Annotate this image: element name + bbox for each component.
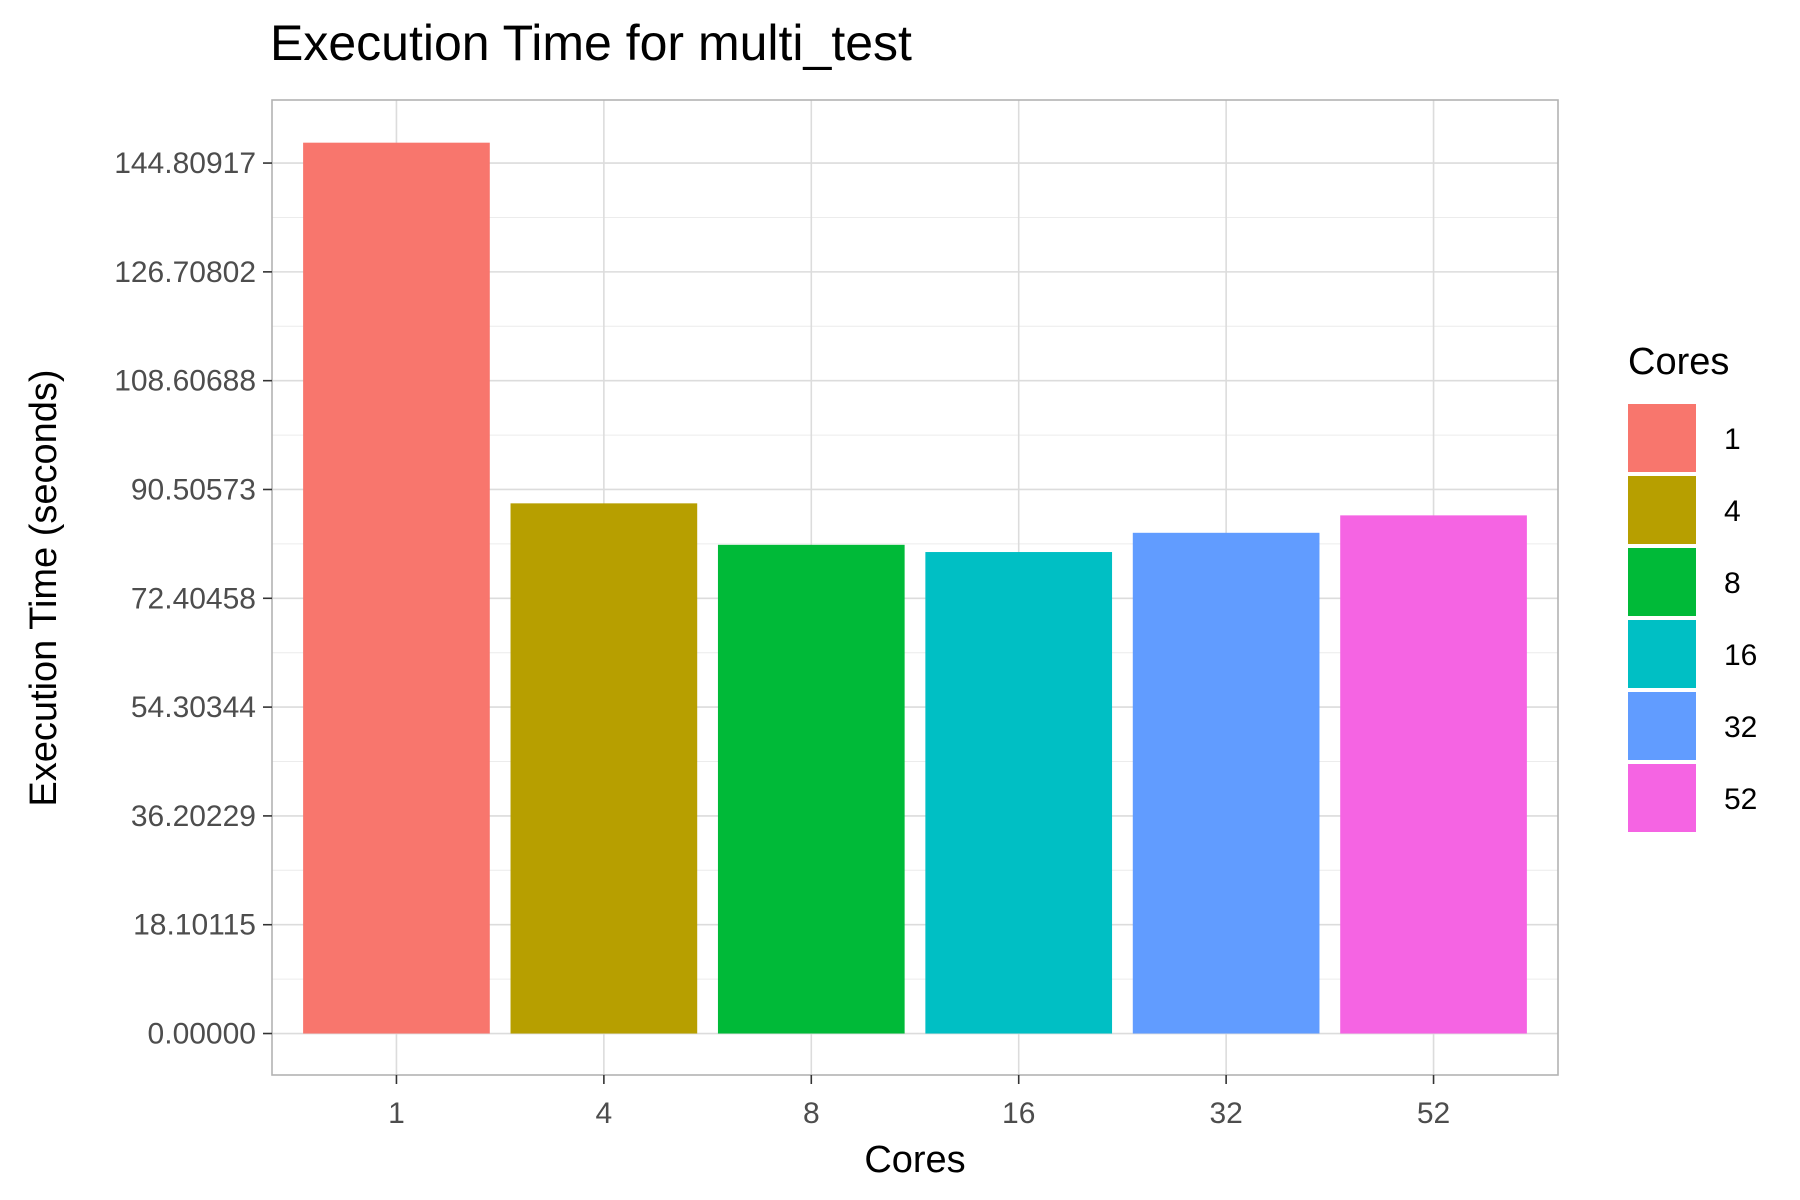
bar-4 — [510, 503, 698, 1034]
legend-label-32: 32 — [1724, 711, 1757, 744]
y-tick-label: 72.40458 — [131, 582, 256, 615]
chart-title: Execution Time for multi_test — [270, 15, 912, 71]
y-tick-label: 54.30344 — [131, 691, 256, 724]
x-axis: 1 4 8 16 32 52 — [388, 1075, 1450, 1130]
bar-1 — [303, 142, 490, 1034]
legend-key-4 — [1628, 476, 1696, 544]
legend-key-52 — [1628, 764, 1696, 832]
x-tick-label: 8 — [803, 1097, 820, 1130]
legend: 1 4 8 16 32 52 — [1628, 404, 1757, 832]
x-tick-label: 16 — [1002, 1097, 1035, 1130]
plot-panel-border — [271, 99, 1559, 1076]
y-axis-title: Execution Time (seconds) — [23, 369, 65, 806]
x-tick-label: 4 — [596, 1097, 613, 1130]
legend-label-4: 4 — [1724, 495, 1741, 528]
y-axis: 0.00000 18.10115 36.20229 54.30344 72.40458 9… — [114, 147, 272, 1051]
bars — [303, 142, 1527, 1034]
y-tick-label: 144.80917 — [114, 147, 256, 180]
x-tick-label: 1 — [388, 1097, 405, 1130]
x-tick-label: 52 — [1417, 1097, 1450, 1130]
bar-16 — [925, 552, 1113, 1034]
x-tick-label: 32 — [1209, 1097, 1242, 1130]
y-tick-label: 90.50573 — [131, 473, 256, 506]
legend-label-1: 1 — [1724, 423, 1741, 456]
legend-label-52: 52 — [1724, 783, 1757, 816]
x-axis-title: Cores — [864, 1139, 965, 1181]
legend-label-16: 16 — [1724, 639, 1757, 672]
legend-key-8 — [1628, 548, 1696, 616]
y-tick-label: 126.70802 — [114, 256, 256, 289]
bar-52 — [1340, 515, 1527, 1034]
legend-key-32 — [1628, 692, 1696, 760]
legend-key-16 — [1628, 620, 1696, 688]
legend-title: Cores — [1628, 341, 1729, 383]
bar-8 — [717, 544, 905, 1034]
y-tick-label: 36.20229 — [131, 800, 256, 833]
y-tick-label: 18.10115 — [133, 909, 256, 942]
y-tick-label: 108.60688 — [114, 365, 256, 398]
bar-32 — [1132, 532, 1320, 1034]
legend-label-8: 8 — [1724, 567, 1741, 600]
legend-key-1 — [1628, 404, 1696, 472]
y-tick-label: 0.00000 — [148, 1018, 256, 1051]
